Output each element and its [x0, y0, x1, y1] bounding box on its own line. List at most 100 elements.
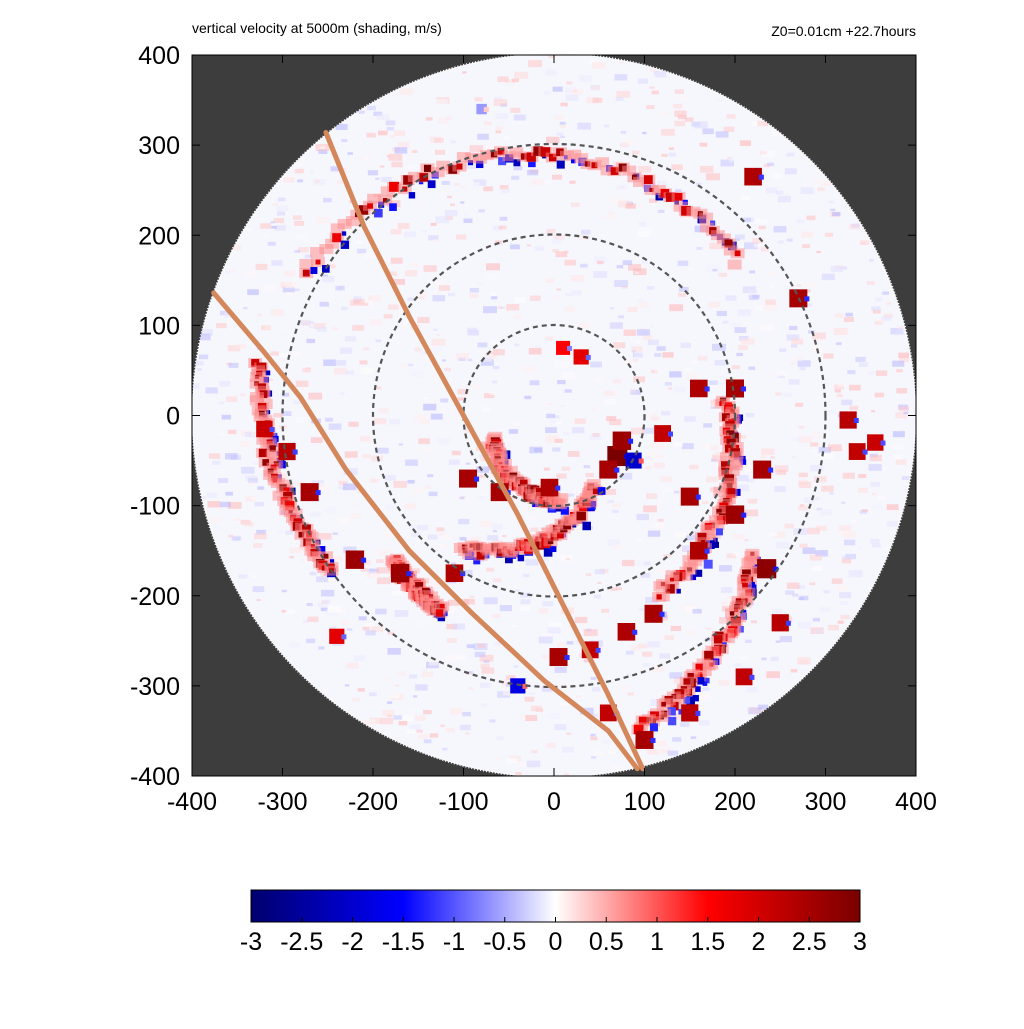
band-halo — [727, 259, 742, 270]
field-cell — [827, 410, 837, 415]
field-cell — [842, 472, 855, 479]
field-cell — [674, 531, 687, 538]
field-cell — [423, 709, 432, 715]
field-cell — [207, 501, 221, 508]
field-cell — [784, 168, 797, 175]
field-cell — [412, 487, 424, 494]
field-cell — [433, 328, 438, 331]
convective-cell — [617, 623, 636, 641]
field-cell — [352, 298, 365, 305]
field-cell — [495, 126, 503, 130]
band-core — [665, 584, 675, 594]
field-cell — [702, 128, 714, 135]
field-cell — [893, 454, 902, 460]
field-cell — [744, 242, 758, 250]
field-cell — [478, 474, 484, 478]
field-cell — [362, 626, 370, 631]
field-cell — [322, 276, 335, 283]
field-cell — [285, 292, 294, 296]
field-cell — [465, 163, 477, 169]
x-tick-label: -300 — [257, 788, 307, 816]
field-cell — [638, 165, 652, 173]
field-cell — [461, 71, 467, 74]
field-cell — [775, 190, 784, 195]
field-cell — [546, 136, 560, 144]
band-halo — [367, 193, 382, 204]
band-core — [734, 250, 741, 257]
field-cell — [719, 617, 733, 624]
field-cell — [664, 382, 673, 386]
field-cell — [344, 451, 358, 458]
field-cell — [799, 543, 808, 548]
band-downdraft — [340, 240, 350, 249]
convective-cell — [753, 460, 772, 479]
field-cell — [684, 416, 696, 422]
field-cell — [815, 550, 828, 557]
field-cell — [714, 359, 726, 366]
band-downdraft — [695, 569, 703, 577]
cell-downdraft — [564, 655, 570, 661]
field-cell — [241, 466, 255, 474]
field-cell — [802, 547, 816, 554]
field-cell — [637, 329, 650, 336]
field-cell — [886, 520, 898, 527]
field-cell — [528, 348, 542, 355]
field-cell — [560, 102, 568, 107]
field-cell — [418, 733, 428, 739]
field-cell — [382, 677, 391, 682]
field-cell — [400, 714, 414, 722]
field-cell — [769, 373, 778, 378]
field-cell — [679, 722, 690, 728]
field-cell — [642, 651, 653, 657]
field-cell — [870, 481, 881, 487]
field-cell — [255, 263, 268, 270]
band-downdraft — [712, 541, 720, 548]
field-cell — [688, 267, 694, 271]
band-core — [716, 508, 722, 515]
field-cell — [746, 478, 755, 483]
band-core — [262, 459, 270, 466]
field-cell — [567, 451, 580, 457]
field-cell — [513, 165, 523, 171]
field-cell — [610, 197, 620, 203]
rainband — [481, 431, 569, 515]
band-core — [269, 445, 276, 452]
band-halo — [465, 152, 480, 163]
field-cell — [881, 316, 892, 321]
field-cell — [613, 342, 626, 349]
field-cell — [646, 493, 658, 499]
field-cell — [333, 556, 343, 561]
field-cell — [564, 306, 576, 312]
field-cell — [862, 509, 868, 512]
field-cell — [684, 367, 693, 371]
field-cell — [755, 306, 764, 311]
field-cell — [808, 330, 815, 334]
field-cell — [225, 491, 233, 496]
field-cell — [648, 198, 658, 203]
field-cell — [752, 237, 764, 244]
field-cell — [832, 211, 841, 217]
field-cell — [285, 608, 296, 614]
field-cell — [373, 418, 387, 425]
field-cell — [613, 379, 622, 384]
field-cell — [510, 107, 521, 113]
field-cell — [528, 60, 543, 68]
field-cell — [371, 455, 383, 462]
field-cell — [210, 516, 222, 523]
field-cell — [228, 362, 239, 368]
field-cell — [343, 468, 358, 475]
field-cell — [664, 635, 675, 640]
field-cell — [712, 268, 718, 272]
field-cell — [645, 456, 651, 460]
field-cell — [660, 476, 672, 482]
band-halo — [546, 491, 561, 502]
field-cell — [570, 202, 580, 208]
band-downdraft — [560, 506, 569, 515]
field-cell — [378, 549, 391, 556]
band-core — [713, 635, 723, 644]
field-cell — [375, 339, 382, 343]
field-cell — [505, 682, 515, 687]
field-cell — [661, 153, 668, 157]
field-cell — [874, 392, 885, 398]
field-cell — [206, 492, 217, 498]
